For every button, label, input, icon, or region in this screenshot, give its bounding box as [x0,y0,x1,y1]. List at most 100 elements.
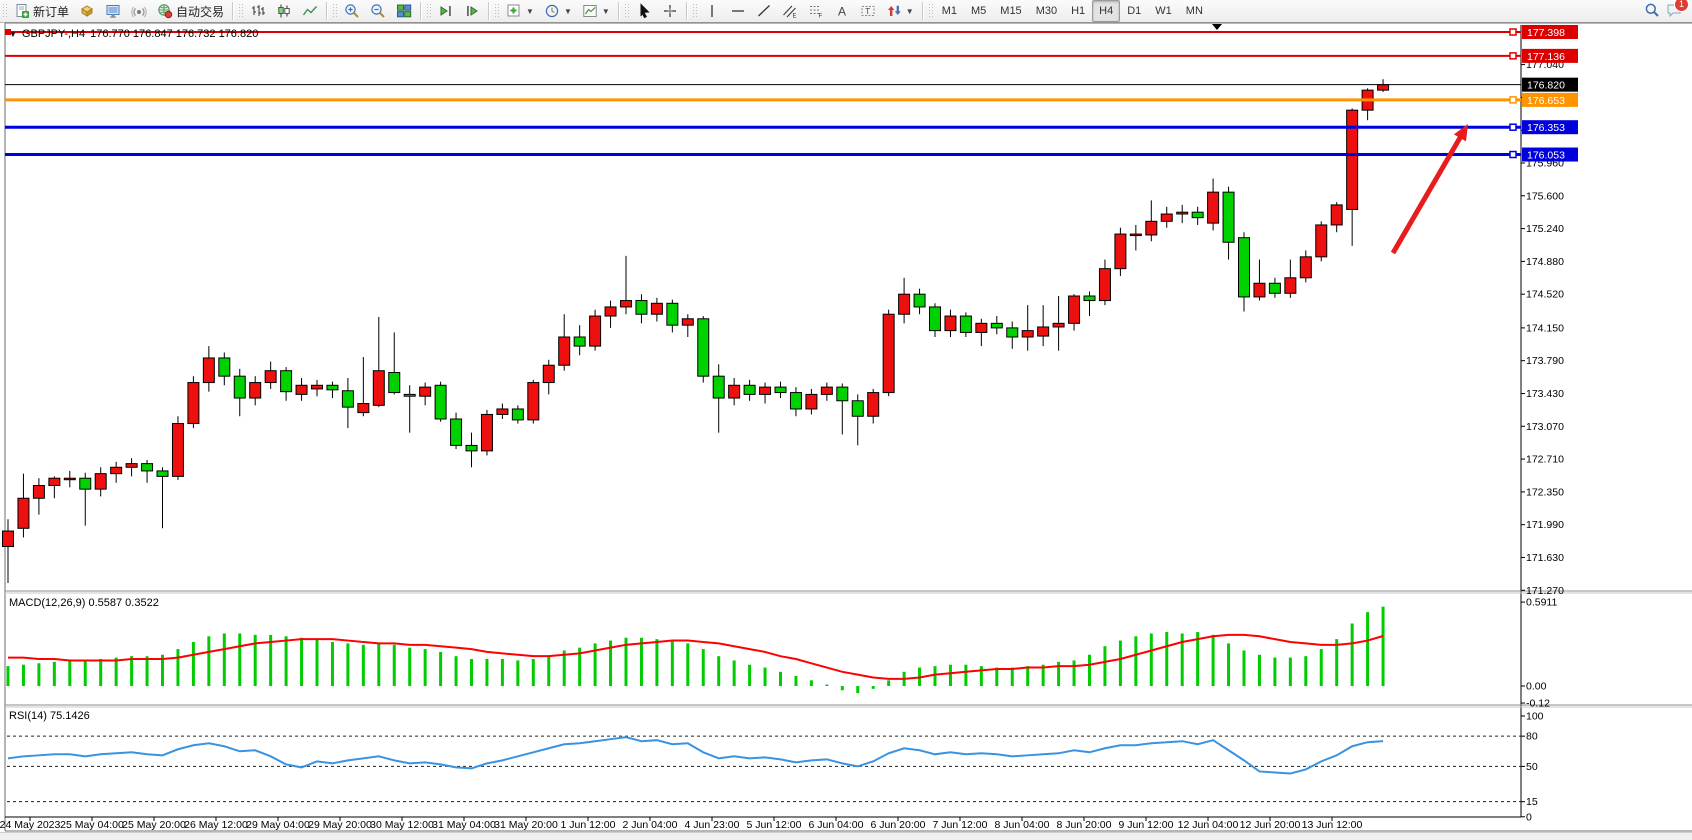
time-axis-label: 12 Jun 04:00 [1178,819,1239,831]
candle-body [929,306,941,332]
line-chart-icon [302,3,318,19]
trendline-button[interactable] [751,2,777,20]
market-watch-button[interactable] [100,2,126,20]
chevron-down-icon[interactable]: ▼ [563,6,572,16]
price-badge [1522,147,1578,162]
trend-arrow-head[interactable] [1453,124,1468,142]
zoom-in-button[interactable] [339,2,365,20]
candle-body [1222,191,1235,243]
chart-shift-button[interactable] [459,2,485,20]
candle-body [805,393,818,410]
arrows-button[interactable]: ▼ [881,2,919,20]
horizontal-line-button[interactable] [725,2,751,20]
time-axis-label: 12 Jun 20:00 [1240,819,1301,831]
vline-icon [704,3,720,19]
chevron-down-icon[interactable]: ▼ [601,6,610,16]
price-axis-tick-label: 171.630 [1526,552,1564,564]
timeframe-button-m1[interactable]: M1 [941,5,957,17]
price-axis-tick-label: 171.990 [1526,519,1564,531]
vertical-line-button[interactable] [699,2,725,20]
svg-text:E: E [792,14,796,20]
notification-badge: 1 [1674,0,1689,12]
trend-arrow-annotation[interactable] [1390,131,1466,255]
fibonacci-button[interactable]: F [803,2,829,20]
candle-body [295,384,308,395]
time-axis-label: 31 May 04:00 [432,819,496,831]
rsi-axis-label: 80 [1526,731,1538,743]
timeframe-button-d1[interactable]: D1 [1127,5,1142,17]
templates-button[interactable]: ▼ [577,2,615,20]
price-badge-label: 176.053 [1527,150,1565,162]
macd-indicator-label: MACD(12,26,9) 0.5587 0.3522 [9,597,159,609]
template-icon [582,3,598,19]
toolbar-separator [232,2,234,20]
toolbar-separator [326,2,328,20]
time-axis-label: 5 Jun 12:00 [747,819,802,831]
zoom-out-button[interactable] [365,2,391,20]
candle-body [836,386,849,402]
timeframe-button-h1[interactable]: H1 [1071,5,1086,17]
cursor-icon [636,3,652,19]
line-anchor-marker[interactable] [1509,123,1517,131]
candle-body [450,418,463,446]
data-window-button[interactable] [126,2,152,20]
line-anchor-marker[interactable] [1509,52,1517,60]
toolbar-grip [332,3,338,19]
line-chart-button[interactable] [297,2,323,20]
candle-body [820,386,833,395]
toolbar-separator [921,2,923,20]
chart-background [0,23,1692,832]
chat-button[interactable]: 1 [1666,0,1689,21]
candle-body [264,370,277,384]
text-button[interactable]: A [829,2,855,20]
line-anchor-marker[interactable] [5,28,11,35]
text-label-button[interactable]: T [855,2,881,20]
collapse-triangle-icon[interactable]: ▼ [9,29,17,39]
new-order-icon [14,3,30,19]
price-badge-label: 176.820 [1527,80,1565,92]
line-anchor-marker[interactable] [1509,96,1517,104]
chevron-down-icon[interactable]: ▼ [526,6,534,16]
timeframe-button-m15[interactable]: M15 [1000,5,1022,17]
auto-trading-button[interactable]: 自动交易 [152,2,229,20]
crosshair-button[interactable] [657,2,683,20]
bar-chart-button[interactable] [245,2,271,20]
price-badge [1522,92,1578,107]
chart-symbol-header[interactable]: ▼ GBPJPY-,H4 176.770 176.847 176.732 176… [9,28,258,40]
cursor-button[interactable] [631,2,657,20]
tile-windows-button[interactable] [391,2,417,20]
candle-body [32,484,45,499]
candle-body [789,392,802,410]
candle-body [218,357,231,377]
time-axis-label: 25 May 20:00 [122,819,186,831]
monitor-icon [105,3,121,19]
rsi-axis-label: 15 [1526,796,1538,808]
toolbar-grip [927,3,933,19]
new-order-button[interactable]: 新订单 [9,2,74,20]
timeframe-button-w1[interactable]: W1 [1155,5,1172,17]
search-icon[interactable] [1644,2,1660,21]
channel-button[interactable]: E [777,2,803,20]
candle-body [511,408,524,421]
periods-button[interactable]: ▼ [539,2,577,20]
candle-body [2,530,14,548]
time-axis-label: 26 May 12:00 [184,819,248,831]
candle-body [882,313,895,394]
price-axis-tick-label: 174.150 [1526,322,1564,334]
time-axis-label: 2 Jun 04:00 [623,819,678,831]
auto-scroll-button[interactable] [433,2,459,20]
line-anchor-marker[interactable] [1509,150,1517,159]
candle-body [110,466,123,475]
fibonacci-icon: F [808,3,824,19]
timeframe-button-m30[interactable]: M30 [1035,5,1058,17]
chevron-down-icon[interactable]: ▼ [905,6,914,16]
navigator-button[interactable] [74,2,100,20]
candle-body [867,392,880,417]
candlestick-chart-button[interactable] [271,2,297,20]
timeframe-button-h4[interactable]: H4 [1092,0,1121,22]
timeframe-button-mn[interactable]: MN [1185,5,1203,17]
timeframe-button-m5[interactable]: M5 [971,5,987,17]
line-anchor-marker[interactable] [1509,28,1517,36]
indicators-button[interactable]: ▼ [501,2,539,20]
